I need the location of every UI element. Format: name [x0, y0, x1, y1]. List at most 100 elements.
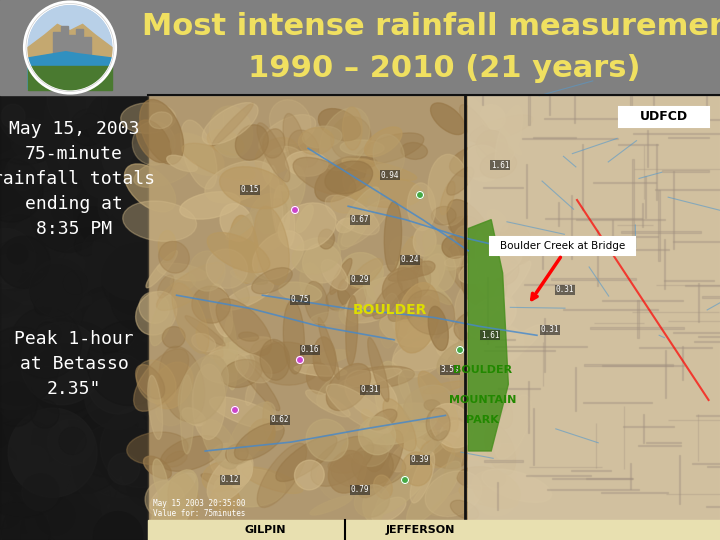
- Circle shape: [122, 341, 150, 369]
- Circle shape: [0, 265, 87, 355]
- Circle shape: [35, 330, 132, 427]
- Circle shape: [8, 254, 74, 321]
- Ellipse shape: [135, 292, 177, 335]
- Circle shape: [57, 101, 117, 160]
- Circle shape: [125, 403, 191, 469]
- Ellipse shape: [448, 355, 459, 392]
- Circle shape: [32, 177, 57, 202]
- Ellipse shape: [469, 246, 482, 280]
- Circle shape: [28, 5, 112, 90]
- Circle shape: [0, 186, 45, 274]
- Circle shape: [67, 380, 138, 451]
- Circle shape: [41, 239, 61, 260]
- Circle shape: [0, 93, 12, 114]
- Circle shape: [50, 417, 108, 475]
- Bar: [574, 80, 575, 123]
- Circle shape: [58, 390, 84, 416]
- Bar: [662, 171, 709, 172]
- Circle shape: [51, 231, 121, 300]
- Ellipse shape: [388, 287, 421, 321]
- Circle shape: [0, 212, 62, 284]
- Ellipse shape: [145, 481, 184, 518]
- Circle shape: [148, 518, 164, 535]
- Circle shape: [49, 372, 89, 411]
- Ellipse shape: [122, 201, 197, 241]
- Text: 0.79: 0.79: [351, 485, 369, 495]
- Circle shape: [138, 176, 190, 229]
- Circle shape: [117, 268, 184, 335]
- Ellipse shape: [346, 366, 415, 389]
- Circle shape: [20, 491, 106, 540]
- Ellipse shape: [204, 161, 273, 203]
- Circle shape: [61, 116, 93, 147]
- Ellipse shape: [242, 467, 303, 494]
- Circle shape: [117, 265, 196, 343]
- Ellipse shape: [230, 269, 268, 284]
- Circle shape: [8, 64, 99, 155]
- Circle shape: [57, 238, 143, 323]
- Ellipse shape: [361, 409, 378, 429]
- Circle shape: [89, 318, 129, 357]
- Circle shape: [95, 438, 121, 464]
- Ellipse shape: [442, 235, 468, 258]
- Ellipse shape: [202, 462, 238, 491]
- Ellipse shape: [366, 265, 410, 304]
- Circle shape: [51, 407, 140, 495]
- Ellipse shape: [221, 454, 252, 488]
- Ellipse shape: [428, 154, 470, 226]
- Ellipse shape: [364, 403, 438, 444]
- Ellipse shape: [258, 199, 287, 234]
- Circle shape: [0, 266, 24, 314]
- Ellipse shape: [246, 380, 256, 406]
- Circle shape: [0, 148, 68, 236]
- Ellipse shape: [459, 105, 500, 160]
- Ellipse shape: [196, 319, 229, 359]
- Circle shape: [134, 228, 162, 256]
- Circle shape: [0, 255, 91, 355]
- Circle shape: [14, 484, 52, 523]
- Text: May 15 2003 20:35:00
Value for: 75minutes: May 15 2003 20:35:00 Value for: 75minute…: [153, 498, 246, 518]
- Ellipse shape: [146, 251, 177, 288]
- Circle shape: [39, 249, 81, 291]
- Circle shape: [26, 246, 72, 292]
- Ellipse shape: [386, 279, 416, 322]
- Circle shape: [0, 368, 90, 467]
- Circle shape: [79, 76, 170, 167]
- Ellipse shape: [302, 244, 341, 283]
- Bar: [61, 25, 68, 53]
- Circle shape: [76, 220, 109, 252]
- Circle shape: [0, 84, 30, 120]
- Circle shape: [88, 308, 166, 387]
- Bar: [570, 249, 669, 250]
- Circle shape: [0, 248, 60, 341]
- Circle shape: [39, 451, 138, 540]
- Bar: [611, 236, 658, 237]
- Ellipse shape: [379, 314, 433, 347]
- Ellipse shape: [121, 103, 176, 133]
- Circle shape: [7, 244, 28, 264]
- Circle shape: [39, 327, 59, 347]
- Ellipse shape: [157, 263, 207, 281]
- Ellipse shape: [330, 259, 352, 294]
- Circle shape: [34, 377, 96, 439]
- Ellipse shape: [263, 129, 285, 158]
- Ellipse shape: [192, 286, 230, 323]
- Circle shape: [113, 475, 174, 535]
- Text: 0.31: 0.31: [556, 286, 575, 294]
- Bar: [647, 442, 681, 443]
- Ellipse shape: [446, 242, 507, 303]
- Circle shape: [121, 387, 178, 444]
- Ellipse shape: [326, 289, 351, 311]
- Text: 0.16: 0.16: [301, 346, 319, 354]
- Ellipse shape: [342, 158, 417, 180]
- Circle shape: [91, 354, 156, 420]
- Circle shape: [87, 273, 146, 333]
- Circle shape: [3, 165, 103, 266]
- Circle shape: [78, 113, 102, 137]
- Circle shape: [101, 309, 192, 400]
- Circle shape: [0, 395, 60, 460]
- Circle shape: [96, 329, 132, 366]
- Bar: [668, 137, 708, 138]
- Ellipse shape: [148, 375, 163, 440]
- Circle shape: [11, 119, 51, 159]
